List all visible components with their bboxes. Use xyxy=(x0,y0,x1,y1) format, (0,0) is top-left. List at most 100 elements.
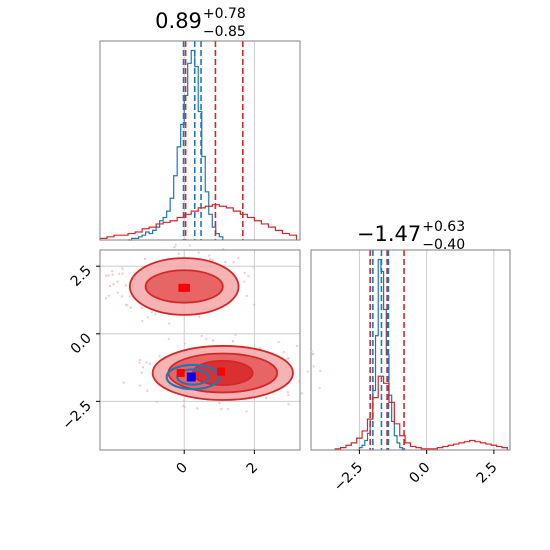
scatter-point xyxy=(243,271,246,275)
scatter-point xyxy=(116,280,119,283)
scatter-point xyxy=(128,295,132,298)
joint-x-tick-label-1: 2 xyxy=(244,460,262,478)
scatter-point xyxy=(243,280,246,283)
scatter-point xyxy=(287,393,290,397)
right-x-tick-label-1: 0.0 xyxy=(406,460,433,487)
scatter-point xyxy=(264,396,268,400)
scatter-point xyxy=(158,354,161,358)
scatter-point xyxy=(107,294,111,298)
scatter-point xyxy=(218,401,221,405)
scatter-point xyxy=(124,303,128,306)
scatter-point xyxy=(197,251,200,254)
scatter-point xyxy=(300,392,304,395)
scatter-point xyxy=(286,390,290,394)
scatter-point xyxy=(311,352,315,356)
right-title-lower: −0.40 xyxy=(422,237,465,253)
scatter-point xyxy=(138,384,142,387)
top-title: 0.89 +0.78 −0.85 xyxy=(155,6,246,40)
right-histogram-frame xyxy=(310,249,511,451)
scatter-point xyxy=(104,297,108,300)
top-title-value: 0.89 xyxy=(155,9,202,33)
joint-y-tick-label-2: −2.5 xyxy=(59,398,94,433)
scatter-point xyxy=(208,254,211,257)
scatter-point xyxy=(253,303,256,306)
right-histogram-hist-red xyxy=(334,375,508,450)
scatter-point xyxy=(143,257,147,261)
scatter-point xyxy=(211,258,214,262)
scatter-point xyxy=(117,272,121,276)
scatter-point xyxy=(245,294,248,298)
scatter-point xyxy=(205,338,208,341)
scatter-point xyxy=(212,339,215,342)
scatter-point xyxy=(124,284,128,287)
scatter-point xyxy=(188,244,192,247)
scatter-point xyxy=(174,243,177,246)
top-title-upper: +0.78 xyxy=(203,6,246,22)
scatter-point xyxy=(310,350,313,353)
right-histogram-hist-blue xyxy=(356,258,406,451)
scatter-point xyxy=(209,258,212,261)
scatter-point xyxy=(108,284,112,288)
joint-y-tick-label-1: 0.0 xyxy=(68,330,95,357)
scatter-point xyxy=(252,266,256,269)
scatter-point xyxy=(312,365,316,368)
joint-frame xyxy=(99,249,301,451)
scatter-point xyxy=(141,319,144,323)
top-histogram-frame xyxy=(99,40,301,241)
scatter-point xyxy=(232,260,235,264)
scatter-point xyxy=(287,402,290,406)
top-histogram-hist-blue xyxy=(128,49,224,241)
scatter-point xyxy=(183,342,187,345)
red-marker-2 xyxy=(176,368,185,377)
blue-contour-level1 xyxy=(176,368,210,386)
joint-y-tick-label-0: 2.5 xyxy=(68,263,95,290)
scatter-point xyxy=(224,260,227,264)
scatter-point xyxy=(112,283,115,286)
red-marker-1 xyxy=(181,283,190,292)
red-marker-3 xyxy=(217,367,226,376)
top-title-lower: −0.85 xyxy=(203,24,246,40)
scatter-point xyxy=(146,389,149,392)
right-title-value: −1.47 xyxy=(357,222,421,246)
blue-contour-level0 xyxy=(165,363,221,391)
right-title: −1.47 +0.63 −0.40 xyxy=(357,219,465,253)
right-x-tick-label-0: −2.5 xyxy=(331,460,366,495)
scatter-point xyxy=(220,407,223,411)
scatter-point xyxy=(155,400,159,404)
scatter-point xyxy=(247,274,250,278)
scatter-point xyxy=(182,404,185,408)
scatter-point xyxy=(173,246,176,249)
right-title-upper: +0.63 xyxy=(422,219,465,235)
scatter-point xyxy=(146,316,150,319)
scatter-point xyxy=(177,252,180,255)
scatter-point xyxy=(287,357,290,360)
scatter-point xyxy=(234,333,237,337)
joint-scatter-samples xyxy=(104,243,322,413)
scatter-point xyxy=(116,291,120,294)
scatter-point xyxy=(231,340,235,343)
scatter-point xyxy=(245,410,248,413)
scatter-point xyxy=(150,311,154,314)
scatter-point xyxy=(183,406,186,409)
scatter-point xyxy=(200,334,203,338)
scatter-point xyxy=(237,257,240,260)
scatter-point xyxy=(168,322,171,325)
scatter-point xyxy=(306,370,309,373)
scatter-point xyxy=(111,273,114,276)
scatter-point xyxy=(148,362,152,366)
scatter-point xyxy=(138,361,141,364)
scatter-point xyxy=(295,344,299,348)
scatter-point xyxy=(154,313,157,316)
scatter-point xyxy=(196,407,199,410)
scatter-point xyxy=(318,386,321,390)
top-histogram-hist-red xyxy=(99,204,298,240)
scatter-point xyxy=(122,381,125,384)
right-x-tick-label-2: 2.5 xyxy=(474,460,501,487)
scatter-point xyxy=(277,340,280,344)
scatter-point xyxy=(138,358,142,362)
scatter-point xyxy=(182,399,186,403)
blue-marker-0 xyxy=(186,372,196,382)
scatter-point xyxy=(107,274,110,277)
joint-x-tick-label-0: 0 xyxy=(173,460,191,478)
